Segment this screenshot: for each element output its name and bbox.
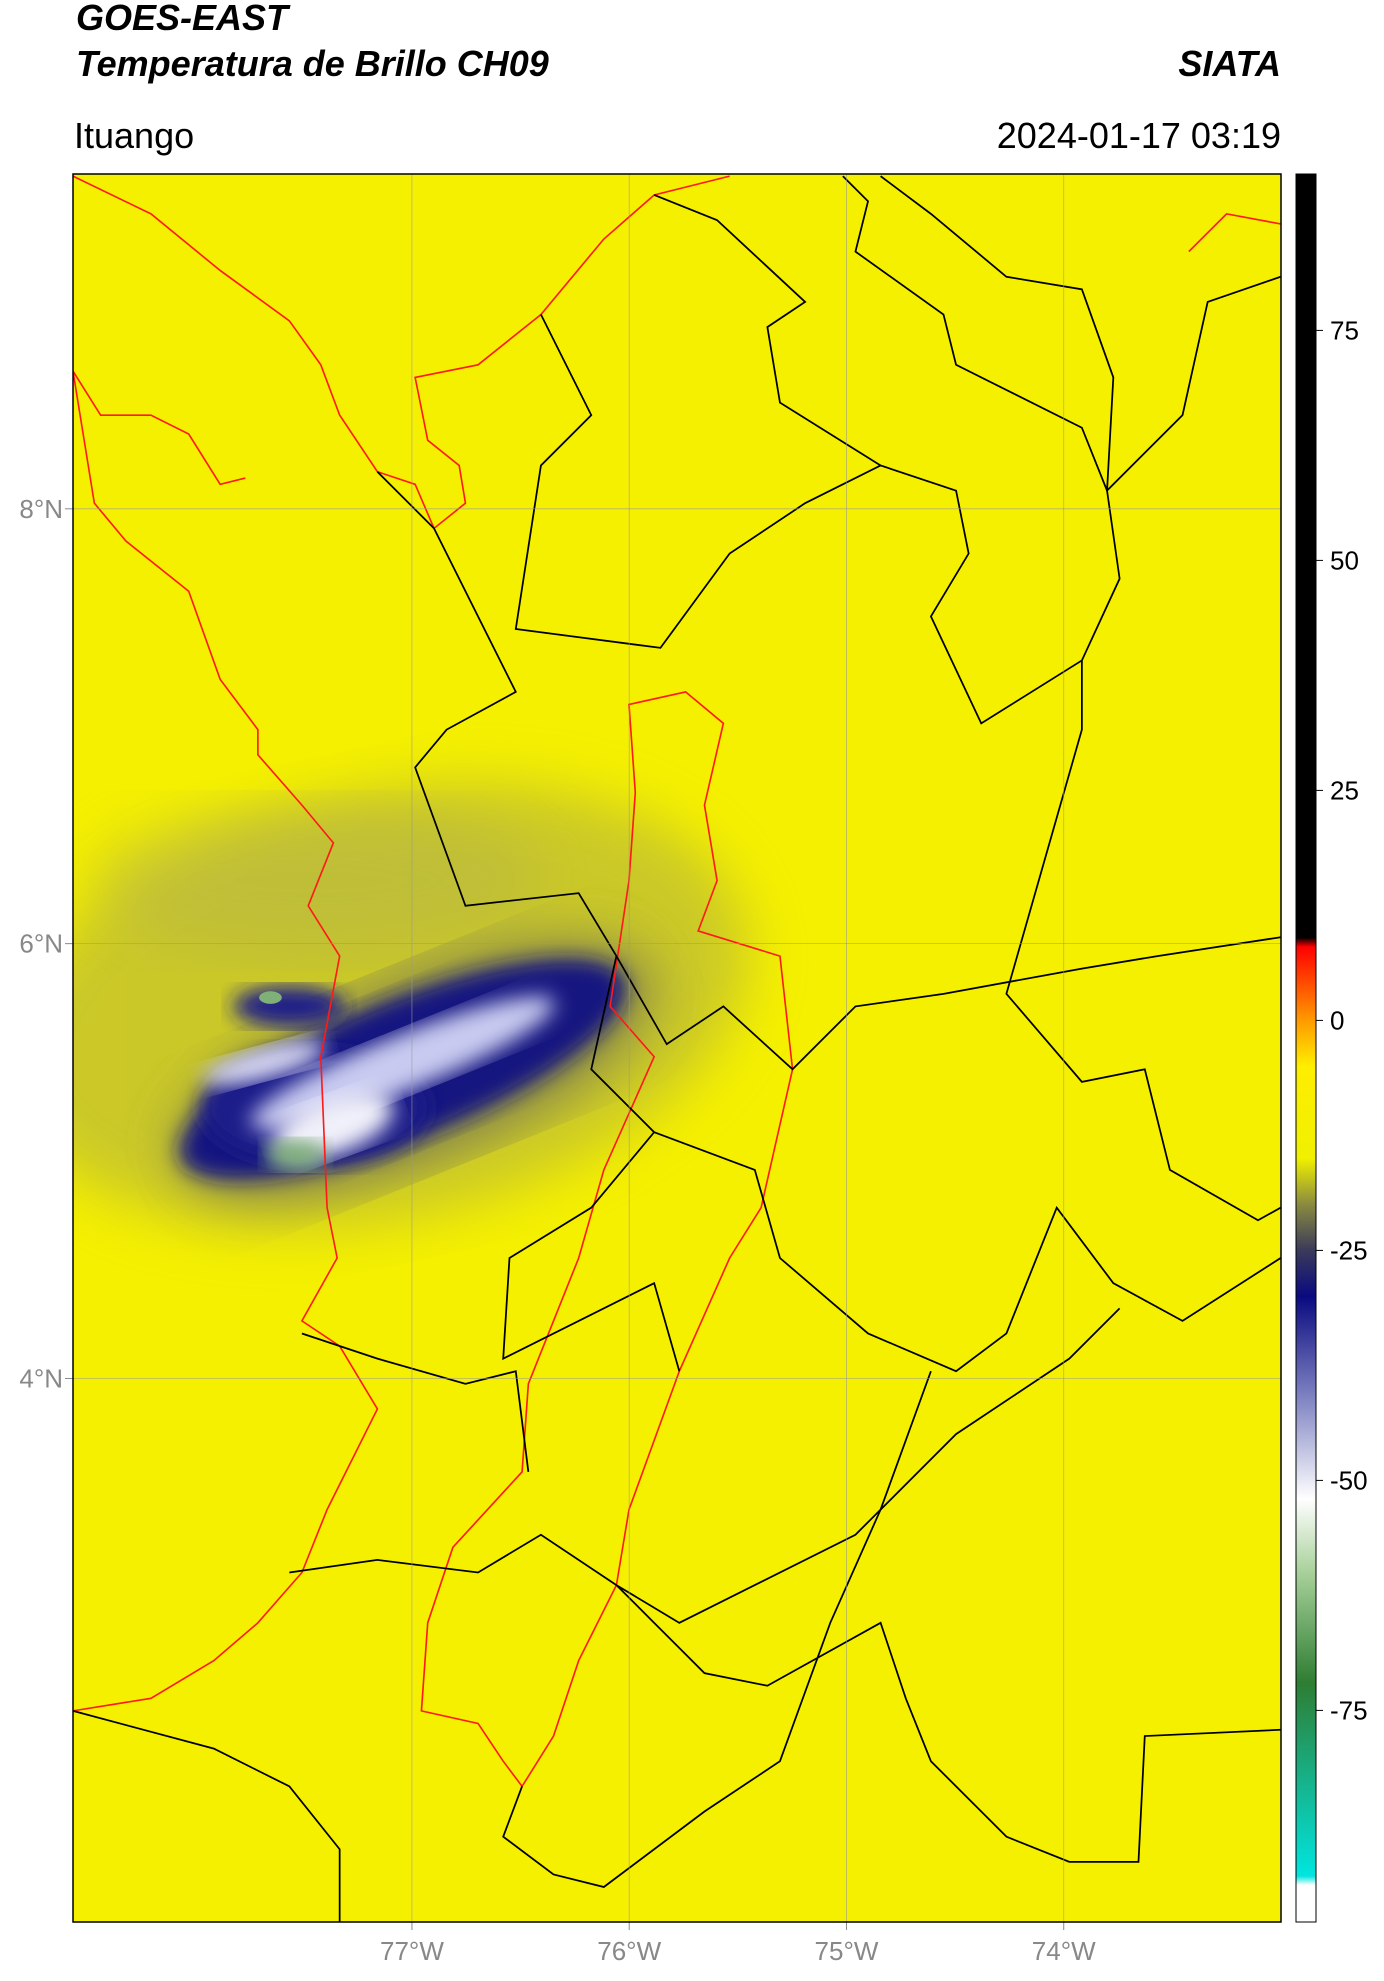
colorbar (1295, 173, 1317, 1923)
y-tick-label: 4°N (19, 1363, 63, 1393)
x-tick-label: 77°W (380, 1936, 444, 1966)
y-tick-label: 6°N (19, 929, 63, 959)
map-frame (72, 173, 1282, 1923)
colorbar-tick-label: 25 (1330, 775, 1359, 805)
place: Ituango (74, 115, 194, 156)
x-tick-label: 74°W (1032, 1936, 1096, 1966)
x-tick-label: 76°W (597, 1936, 661, 1966)
colorbar-tick-label: -75 (1330, 1695, 1368, 1725)
satellite: GOES-EAST (76, 0, 291, 38)
colorbar-tick-label: -25 (1330, 1235, 1368, 1265)
colorbar-tick-label: 50 (1330, 545, 1359, 575)
organization: SIATA (1178, 43, 1281, 84)
product: Temperatura de Brillo CH09 (76, 43, 549, 84)
y-tick-label: 8°N (19, 494, 63, 524)
grid (65, 174, 1281, 1930)
colorbar-tick-label: 0 (1330, 1005, 1344, 1035)
x-tick-label: 75°W (815, 1936, 879, 1966)
datetime: 2024-01-17 03:19 (997, 115, 1281, 156)
map-layers (72, 175, 1281, 1923)
colorbar-tick-label: 75 (1330, 315, 1359, 345)
colorbar-tick-label: -50 (1330, 1465, 1368, 1495)
